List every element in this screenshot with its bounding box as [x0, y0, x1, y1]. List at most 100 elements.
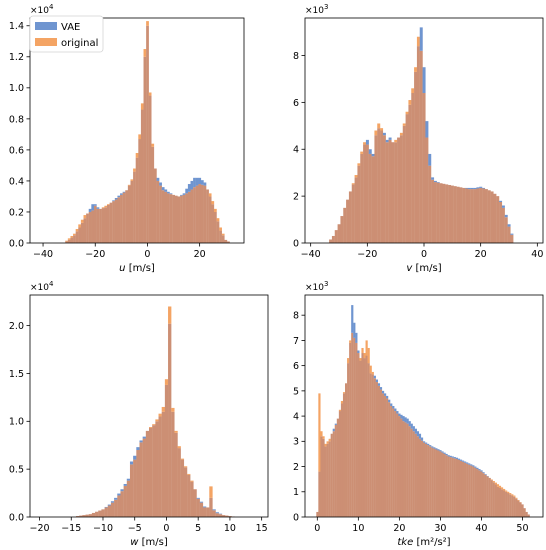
y-tick-label: 2 — [293, 192, 299, 203]
bar-overlap — [371, 374, 374, 517]
y-tick-label: 4 — [293, 411, 299, 422]
bar-overlap — [394, 142, 398, 243]
bar-overlap — [399, 135, 403, 243]
bar-overlap — [473, 189, 477, 243]
x-tick-label: 30 — [434, 523, 446, 534]
bar-vae — [200, 180, 204, 185]
bar-overlap — [104, 507, 108, 517]
bar-vae — [96, 207, 100, 209]
bar-overlap — [482, 473, 485, 517]
bar-original — [351, 183, 355, 185]
bar-original — [140, 103, 144, 110]
y-tick-label: 7 — [293, 336, 299, 347]
bar-original — [374, 130, 378, 136]
bar-vae — [470, 187, 474, 190]
bar-overlap — [76, 516, 80, 517]
bar-overlap — [480, 471, 483, 517]
y-tick-label: 0.0 — [9, 512, 24, 523]
bar-vae — [453, 457, 456, 459]
bar-overlap — [427, 445, 430, 517]
bar-original — [511, 494, 514, 496]
bar-original — [65, 240, 68, 242]
bar-overlap — [425, 137, 429, 243]
y-multiplier: ×103 — [305, 280, 328, 293]
x-tick-label: −20 — [29, 523, 49, 534]
bar-vae — [215, 512, 219, 514]
bar-overlap — [455, 458, 459, 517]
bar-original — [490, 479, 493, 481]
bar-vae — [139, 440, 143, 443]
bar-overlap — [135, 157, 139, 243]
bar-original — [492, 481, 495, 483]
bar-vae — [473, 187, 477, 190]
bar-original — [148, 92, 152, 96]
bar-overlap — [316, 511, 319, 517]
bar-vae — [408, 421, 411, 427]
bar-overlap — [442, 183, 446, 243]
bar-overlap — [386, 398, 389, 517]
bar-original — [414, 67, 418, 72]
bar-vae — [185, 188, 189, 194]
bar-vae — [114, 497, 118, 500]
bar-vae — [406, 418, 409, 424]
y-tick-label: 8 — [293, 51, 299, 62]
bar-overlap — [343, 207, 347, 243]
bar-vae — [445, 453, 448, 456]
bar-overlap — [416, 46, 420, 243]
bar-overlap — [468, 464, 471, 517]
bar-overlap — [365, 144, 369, 243]
bar-vae — [385, 139, 389, 143]
bar-overlap — [190, 189, 194, 243]
bar-vae — [455, 457, 459, 459]
bar-original — [158, 413, 162, 417]
y-tick-label: 0.6 — [9, 145, 24, 156]
bar-vae — [478, 469, 481, 471]
bar-overlap — [517, 500, 520, 517]
bar-overlap — [507, 226, 511, 243]
bar-overlap — [354, 177, 358, 243]
bar-overlap — [388, 402, 391, 517]
bar-original — [515, 497, 518, 499]
legend-label-vae: VAE — [61, 22, 80, 33]
bar-original — [183, 466, 188, 468]
bar-overlap — [425, 443, 428, 517]
bar-vae — [120, 193, 123, 195]
bar-vae — [468, 463, 471, 465]
bar-overlap — [360, 153, 364, 243]
x-tick-label: 15 — [256, 523, 268, 534]
bar-overlap — [402, 421, 405, 517]
bar-vae — [120, 489, 124, 492]
y-tick-label: 0.2 — [9, 207, 24, 218]
bar-overlap — [110, 502, 115, 517]
y-tick-label: 6 — [293, 98, 299, 109]
bar-overlap — [91, 512, 96, 517]
bar-vae — [334, 423, 337, 425]
bar-overlap — [326, 443, 329, 517]
bar-overlap — [114, 199, 118, 243]
bar-overlap — [357, 353, 360, 517]
bar-vae — [499, 200, 503, 202]
bar-overlap — [195, 185, 199, 243]
bar-overlap — [411, 93, 415, 243]
bar-vae — [392, 406, 395, 409]
bar-vae — [429, 445, 432, 447]
bar-overlap — [351, 184, 355, 243]
bar-overlap — [183, 467, 188, 517]
bar-original — [326, 441, 329, 444]
bar-overlap — [355, 342, 358, 517]
bar-original — [221, 233, 225, 236]
bar-overlap — [348, 191, 352, 243]
bar-overlap — [408, 426, 411, 517]
bar-overlap — [104, 207, 108, 243]
bar-overlap — [412, 431, 415, 517]
bar-overlap — [136, 450, 140, 517]
bar-original — [83, 215, 87, 219]
bar-original — [416, 36, 420, 47]
bar-vae — [195, 177, 199, 186]
bar-original — [320, 431, 323, 437]
bar-original — [174, 430, 178, 433]
bar-overlap — [439, 183, 443, 243]
bar-vae — [457, 458, 461, 460]
bar-original — [340, 400, 344, 404]
bar-vae — [187, 184, 191, 192]
